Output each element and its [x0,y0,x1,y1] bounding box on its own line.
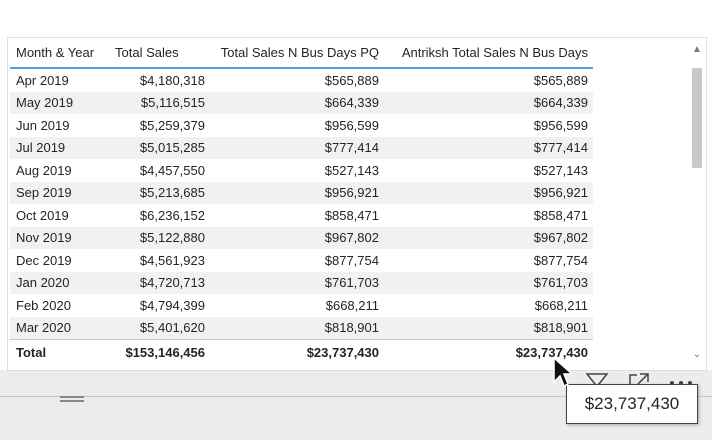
cell-total-sales: $5,259,379 [139,117,205,133]
divider [0,396,712,397]
cell-total-sales: $5,213,685 [109,181,210,204]
cell-antriksh-sales: $565,889 [533,72,588,88]
cell-total-sales: $4,180,318 [139,72,205,88]
scroll-up-icon[interactable]: ▲ [692,44,702,55]
cell-antriksh-sales: $664,339 [384,91,593,114]
column-header-sales-n-bus-days-pq[interactable]: Total Sales N Bus Days PQ [210,38,384,69]
table-row: Jan 2020 $4,720,713 $761,703 $761,703 [10,271,593,294]
cell-total-sales: $5,116,515 [109,91,210,114]
scroll-thumb[interactable] [692,68,702,168]
canvas-below [0,370,712,440]
cell-month: Apr 2019 [16,72,69,88]
table-row: Jun 2019 $5,259,379 $956,599 $956,599 [10,114,593,137]
vertical-scrollbar[interactable]: ▲ ⌄ [690,44,704,360]
table-row: Sep 2019 $5,213,685 $956,921 $956,921 [10,181,593,204]
total-antriksh-sales-value[interactable]: $23,737,430 [384,339,593,365]
cell-total-sales: $4,561,923 [139,252,205,268]
cell-antriksh-sales: $527,143 [533,162,588,178]
total-sales-pq-value: $23,737,430 [210,339,384,365]
column-header-antriksh-sales[interactable]: Antriksh Total Sales N Bus Days [384,38,593,69]
cell-sales-pq: $818,901 [210,316,384,340]
data-table: Month & Year Total Sales Total Sales N B… [10,38,593,365]
cell-month: Jul 2019 [10,136,109,159]
cell-sales-pq: $664,339 [210,91,384,114]
cell-sales-pq: $668,211 [325,297,379,313]
cell-sales-pq: $967,802 [210,226,384,249]
cell-month: Jun 2019 [16,117,70,133]
cell-total-sales: $6,236,152 [139,207,205,223]
cell-sales-pq: $565,889 [324,72,379,88]
table-row: May 2019 $5,116,515 $664,339 $664,339 [10,91,593,114]
table-row: Jul 2019 $5,015,285 $777,414 $777,414 [10,136,593,159]
cell-sales-pq: $956,921 [210,181,384,204]
cell-sales-pq: $858,471 [324,207,379,223]
table-container: Month & Year Total Sales Total Sales N B… [7,37,707,371]
total-sales-value: $153,146,456 [109,339,210,365]
cell-antriksh-sales: $967,802 [384,226,593,249]
cell-total-sales: $5,122,880 [109,226,210,249]
cell-antriksh-sales: $818,901 [384,316,593,340]
table-row: Nov 2019 $5,122,880 $967,802 $967,802 [10,226,593,249]
header-row: Month & Year Total Sales Total Sales N B… [10,38,593,69]
cell-month: Oct 2019 [16,207,69,223]
cell-month: Dec 2019 [16,252,72,268]
cell-antriksh-sales: $956,599 [533,117,588,133]
scroll-down-icon[interactable]: ⌄ [692,349,702,360]
cell-antriksh-sales: $877,754 [533,252,588,268]
cell-month: Nov 2019 [10,226,109,249]
cell-antriksh-sales: $956,921 [384,181,593,204]
cell-antriksh-sales: $761,703 [384,271,593,294]
cell-month: Aug 2019 [16,162,72,178]
resize-handle[interactable] [60,396,84,404]
cell-sales-pq: $777,414 [210,136,384,159]
cell-month: Mar 2020 [10,316,109,340]
mouse-cursor-icon [553,356,572,388]
cell-month: Feb 2020 [16,297,71,313]
table-row: Oct 2019 $6,236,152 $858,471 $858,471 [10,204,593,227]
cell-sales-pq: $877,754 [324,252,379,268]
cell-total-sales: $4,794,399 [139,297,205,313]
cell-sales-pq: $761,703 [210,271,384,294]
cell-total-sales: $5,015,285 [109,136,210,159]
total-row: Total $153,146,456 $23,737,430 $23,737,4… [10,339,593,365]
cell-sales-pq: $527,143 [324,162,379,178]
total-label: Total [10,339,109,365]
top-strip [0,0,712,30]
cell-antriksh-sales: $668,211 [534,297,588,313]
cell-total-sales: $5,401,620 [109,316,210,340]
cell-antriksh-sales: $858,471 [533,207,588,223]
column-header-total-sales[interactable]: Total Sales [109,38,210,69]
table-row: Mar 2020 $5,401,620 $818,901 $818,901 [10,316,593,340]
cell-antriksh-sales: $777,414 [384,136,593,159]
cell-month: May 2019 [10,91,109,114]
value-tooltip: $23,737,430 [566,384,698,424]
table-row: Aug 2019 $4,457,550 $527,143 $527,143 [10,159,593,182]
table-row: Apr 2019 $4,180,318 $565,889 $565,889 [10,68,593,92]
cell-sales-pq: $956,599 [324,117,379,133]
cell-total-sales: $4,457,550 [139,162,205,178]
cell-month: Sep 2019 [10,181,109,204]
table-row: Feb 2020 $4,794,399 $668,211 $668,211 [10,294,593,317]
cell-total-sales: $4,720,713 [109,271,210,294]
table-row: Dec 2019 $4,561,923 $877,754 $877,754 [10,249,593,272]
column-header-month[interactable]: Month & Year [10,38,109,69]
cell-month: Jan 2020 [10,271,109,294]
